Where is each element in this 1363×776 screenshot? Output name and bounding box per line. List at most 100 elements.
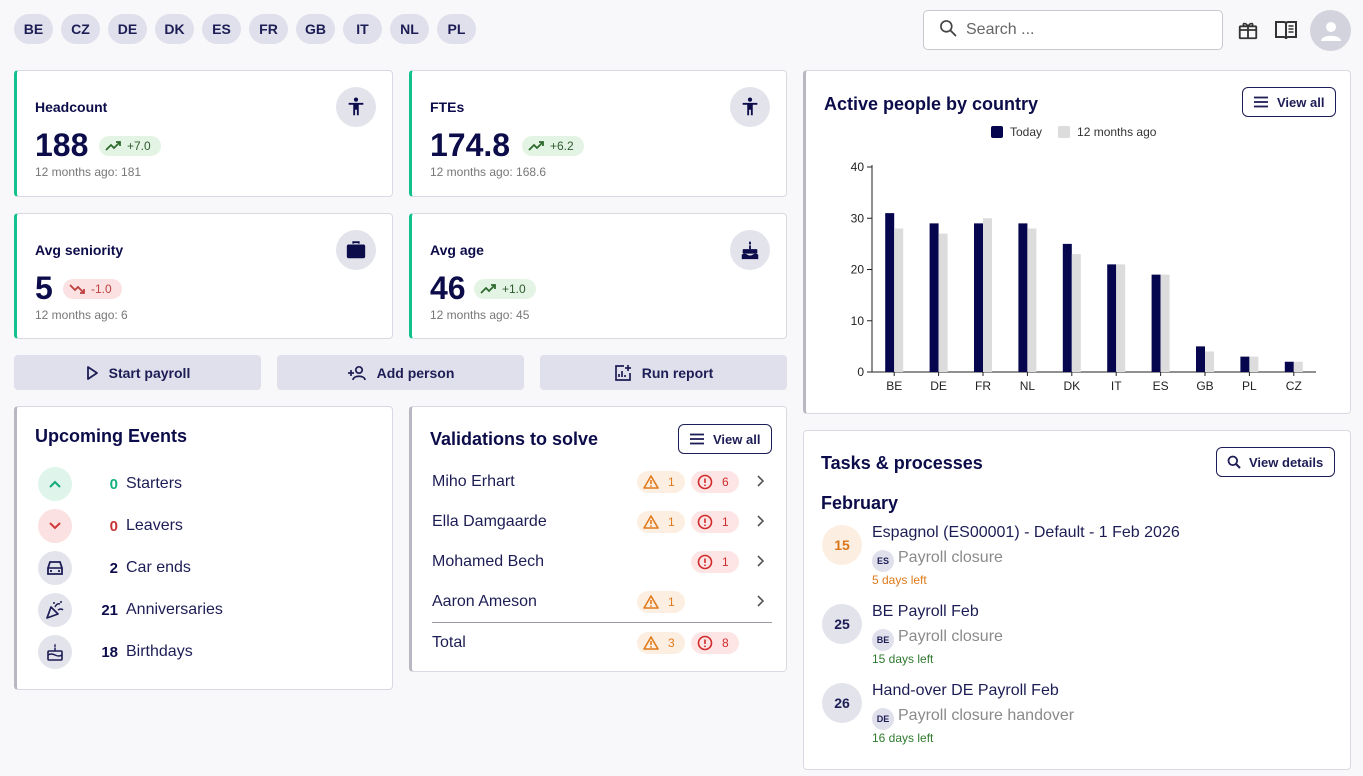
- error-badge: 1: [691, 511, 739, 533]
- x-tick-label: CZ: [1286, 379, 1302, 393]
- chart-title: Active people by country: [824, 94, 1039, 114]
- task-title[interactable]: Hand-over DE Payroll Feb: [872, 682, 1059, 699]
- task-days-left: 16 days left: [872, 731, 934, 745]
- country-chip-cz[interactable]: CZ: [61, 14, 100, 44]
- active-people-chart-card: Active people by country View all Today …: [803, 70, 1351, 414]
- menu-icon: [690, 433, 704, 445]
- country-chip-es[interactable]: ES: [202, 14, 241, 44]
- legend-label: Today: [1010, 125, 1043, 139]
- add-person-button[interactable]: Add person: [277, 355, 524, 390]
- validation-person: Ella Damgaarde: [432, 513, 547, 530]
- event-car-ends: 2 Car ends: [38, 551, 191, 585]
- kpi-title: Headcount: [35, 99, 108, 115]
- search-box[interactable]: [923, 10, 1223, 50]
- validation-row[interactable]: Aaron Ameson 1: [432, 587, 772, 617]
- bar-12-months-ago-cz: [1293, 361, 1303, 372]
- validation-row[interactable]: Mohamed Bech 1: [432, 547, 772, 577]
- kpi-headcount: Headcount 188 +7.0 12 months ago: 181: [14, 70, 393, 197]
- car-icon: [38, 551, 72, 585]
- kpi-value: 46: [430, 270, 466, 306]
- trending-up-icon: [105, 141, 121, 151]
- error-badge: 8: [691, 632, 739, 654]
- task-process: Payroll closure: [898, 549, 1003, 566]
- trending-down-icon: [69, 284, 85, 294]
- run-report-button[interactable]: Run report: [540, 355, 787, 390]
- kpi-title: Avg age: [430, 242, 484, 258]
- chevron-right-icon[interactable]: [756, 475, 764, 487]
- task-title[interactable]: Espagnol (ES00001) - Default - 1 Feb 202…: [872, 524, 1180, 541]
- legend-12-months-ago: 12 months ago: [1058, 125, 1156, 139]
- chevron-right-icon[interactable]: [756, 515, 764, 527]
- view-all-validations-button[interactable]: View all: [678, 424, 773, 454]
- y-tick-label: 30: [851, 211, 865, 225]
- event-leavers: 0 Leavers: [38, 509, 183, 543]
- event-label: Leavers: [126, 517, 183, 534]
- tasks-card: Tasks & processes View details February …: [803, 430, 1351, 770]
- chart-legend: Today 12 months ago: [991, 125, 1156, 139]
- search-input[interactable]: [966, 21, 1206, 39]
- bar-today-fr: [974, 223, 983, 372]
- event-count: 0: [109, 517, 118, 535]
- warning-count: 3: [668, 636, 675, 650]
- start-payroll-button[interactable]: Start payroll: [14, 355, 261, 390]
- task-title[interactable]: BE Payroll Feb: [872, 603, 979, 620]
- kpi-avg-age: Avg age 46 +1.0 12 months ago: 45: [409, 213, 787, 339]
- validation-person: Mohamed Bech: [432, 553, 545, 570]
- bar-today-de: [929, 223, 939, 372]
- country-chip-dk[interactable]: DK: [155, 14, 194, 44]
- gift-icon[interactable]: [1236, 18, 1260, 42]
- bar-today-pl: [1240, 356, 1250, 372]
- kpi-ftes: FTEs 174.8 +6.2 12 months ago: 168.6: [409, 70, 787, 197]
- validation-row[interactable]: Ella Damgaarde 1 1: [432, 507, 772, 537]
- play-icon: [86, 365, 98, 380]
- bar-12-months-ago-be: [894, 228, 904, 372]
- view-all-chart-button[interactable]: View all: [1242, 87, 1337, 117]
- warning-badge: 3: [637, 632, 685, 654]
- briefcase-icon: [336, 230, 376, 270]
- warning-icon: [643, 515, 659, 529]
- event-count: 21: [101, 601, 118, 619]
- kpi-delta: +7.0: [99, 136, 161, 156]
- x-tick-label: GB: [1196, 379, 1213, 393]
- view-all-label: View all: [713, 431, 761, 447]
- validations-title: Validations to solve: [430, 429, 599, 449]
- x-tick-label: DE: [930, 379, 947, 393]
- chevron-right-icon[interactable]: [756, 555, 764, 567]
- country-chip-be[interactable]: BE: [14, 14, 53, 44]
- kpi-value: 5: [35, 270, 53, 306]
- validation-row[interactable]: Miho Erhart 1 6: [432, 467, 772, 497]
- country-chip-de[interactable]: DE: [108, 14, 147, 44]
- task-days-left: 15 days left: [872, 652, 934, 666]
- error-icon: [697, 474, 713, 490]
- cake-icon: [38, 635, 72, 669]
- kpi-delta: +6.2: [522, 136, 584, 156]
- book-icon[interactable]: [1274, 18, 1298, 42]
- chevron-up-icon: [38, 467, 72, 501]
- bar-today-dk: [1062, 243, 1072, 372]
- chevron-down-icon: [38, 509, 72, 543]
- country-chip-pl[interactable]: PL: [437, 14, 476, 44]
- legend-swatch-12-months: [1058, 126, 1071, 138]
- bar-12-months-ago-es: [1160, 274, 1170, 372]
- task-day: 15: [822, 525, 862, 565]
- kpi-delta: +1.0: [474, 279, 536, 299]
- country-chip-fr[interactable]: FR: [249, 14, 288, 44]
- view-details-button[interactable]: View details: [1216, 447, 1336, 477]
- kpi-value: 188: [35, 127, 89, 163]
- chevron-right-icon[interactable]: [756, 595, 764, 607]
- x-tick-label: BE: [886, 379, 902, 393]
- bar-12-months-ago-gb: [1205, 351, 1214, 372]
- legend-today: Today: [991, 125, 1042, 139]
- warning-icon: [643, 636, 659, 650]
- view-all-label: View all: [1277, 94, 1325, 110]
- celebration-icon: [38, 593, 72, 627]
- add-person-icon: [347, 365, 366, 380]
- kpi-delta: -1.0: [63, 279, 122, 299]
- country-chip-gb[interactable]: GB: [296, 14, 335, 44]
- event-starters: 0 Starters: [38, 467, 182, 501]
- account-icon[interactable]: [1310, 10, 1351, 51]
- country-chip-it[interactable]: IT: [343, 14, 382, 44]
- tasks-title: Tasks & processes: [821, 453, 983, 473]
- bar-12-months-ago-pl: [1249, 356, 1259, 372]
- country-chip-nl[interactable]: NL: [390, 14, 429, 44]
